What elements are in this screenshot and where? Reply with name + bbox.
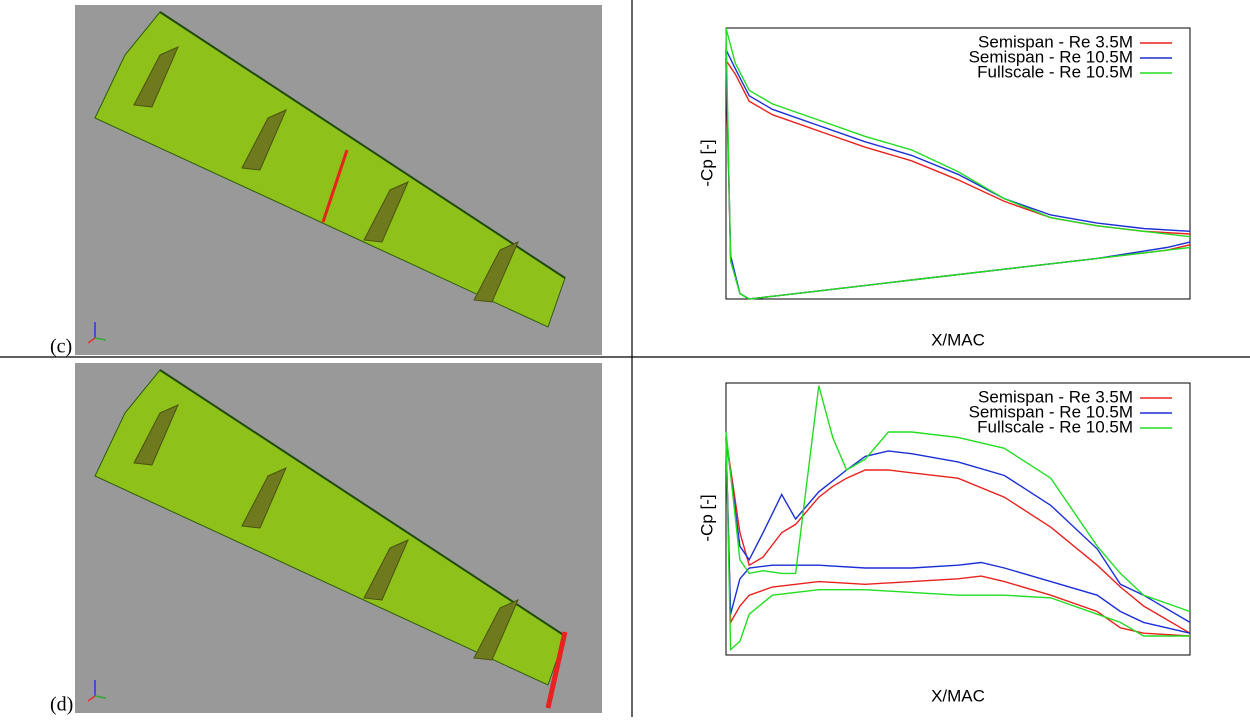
cp-line bbox=[726, 50, 1190, 299]
x-axis-label: X/MAC bbox=[931, 330, 985, 349]
cp-line bbox=[726, 437, 1190, 636]
panel-label: (d) bbox=[50, 694, 73, 716]
legend-label: Fullscale - Re 10.5M bbox=[977, 62, 1133, 81]
panel-label: (c) bbox=[50, 336, 72, 358]
x-axis-label: X/MAC bbox=[931, 686, 985, 705]
legend-label: Fullscale - Re 10.5M bbox=[977, 417, 1133, 436]
y-axis-label: -Cp [-] bbox=[697, 139, 716, 186]
y-axis-label: -Cp [-] bbox=[697, 494, 716, 541]
wing-renders bbox=[75, 5, 602, 713]
cp-line bbox=[726, 61, 1190, 300]
cp-line bbox=[726, 437, 1190, 633]
figure: (c) (d) -Cp [-]X/MACSemispan - Re 3.5MSe… bbox=[0, 0, 1250, 717]
